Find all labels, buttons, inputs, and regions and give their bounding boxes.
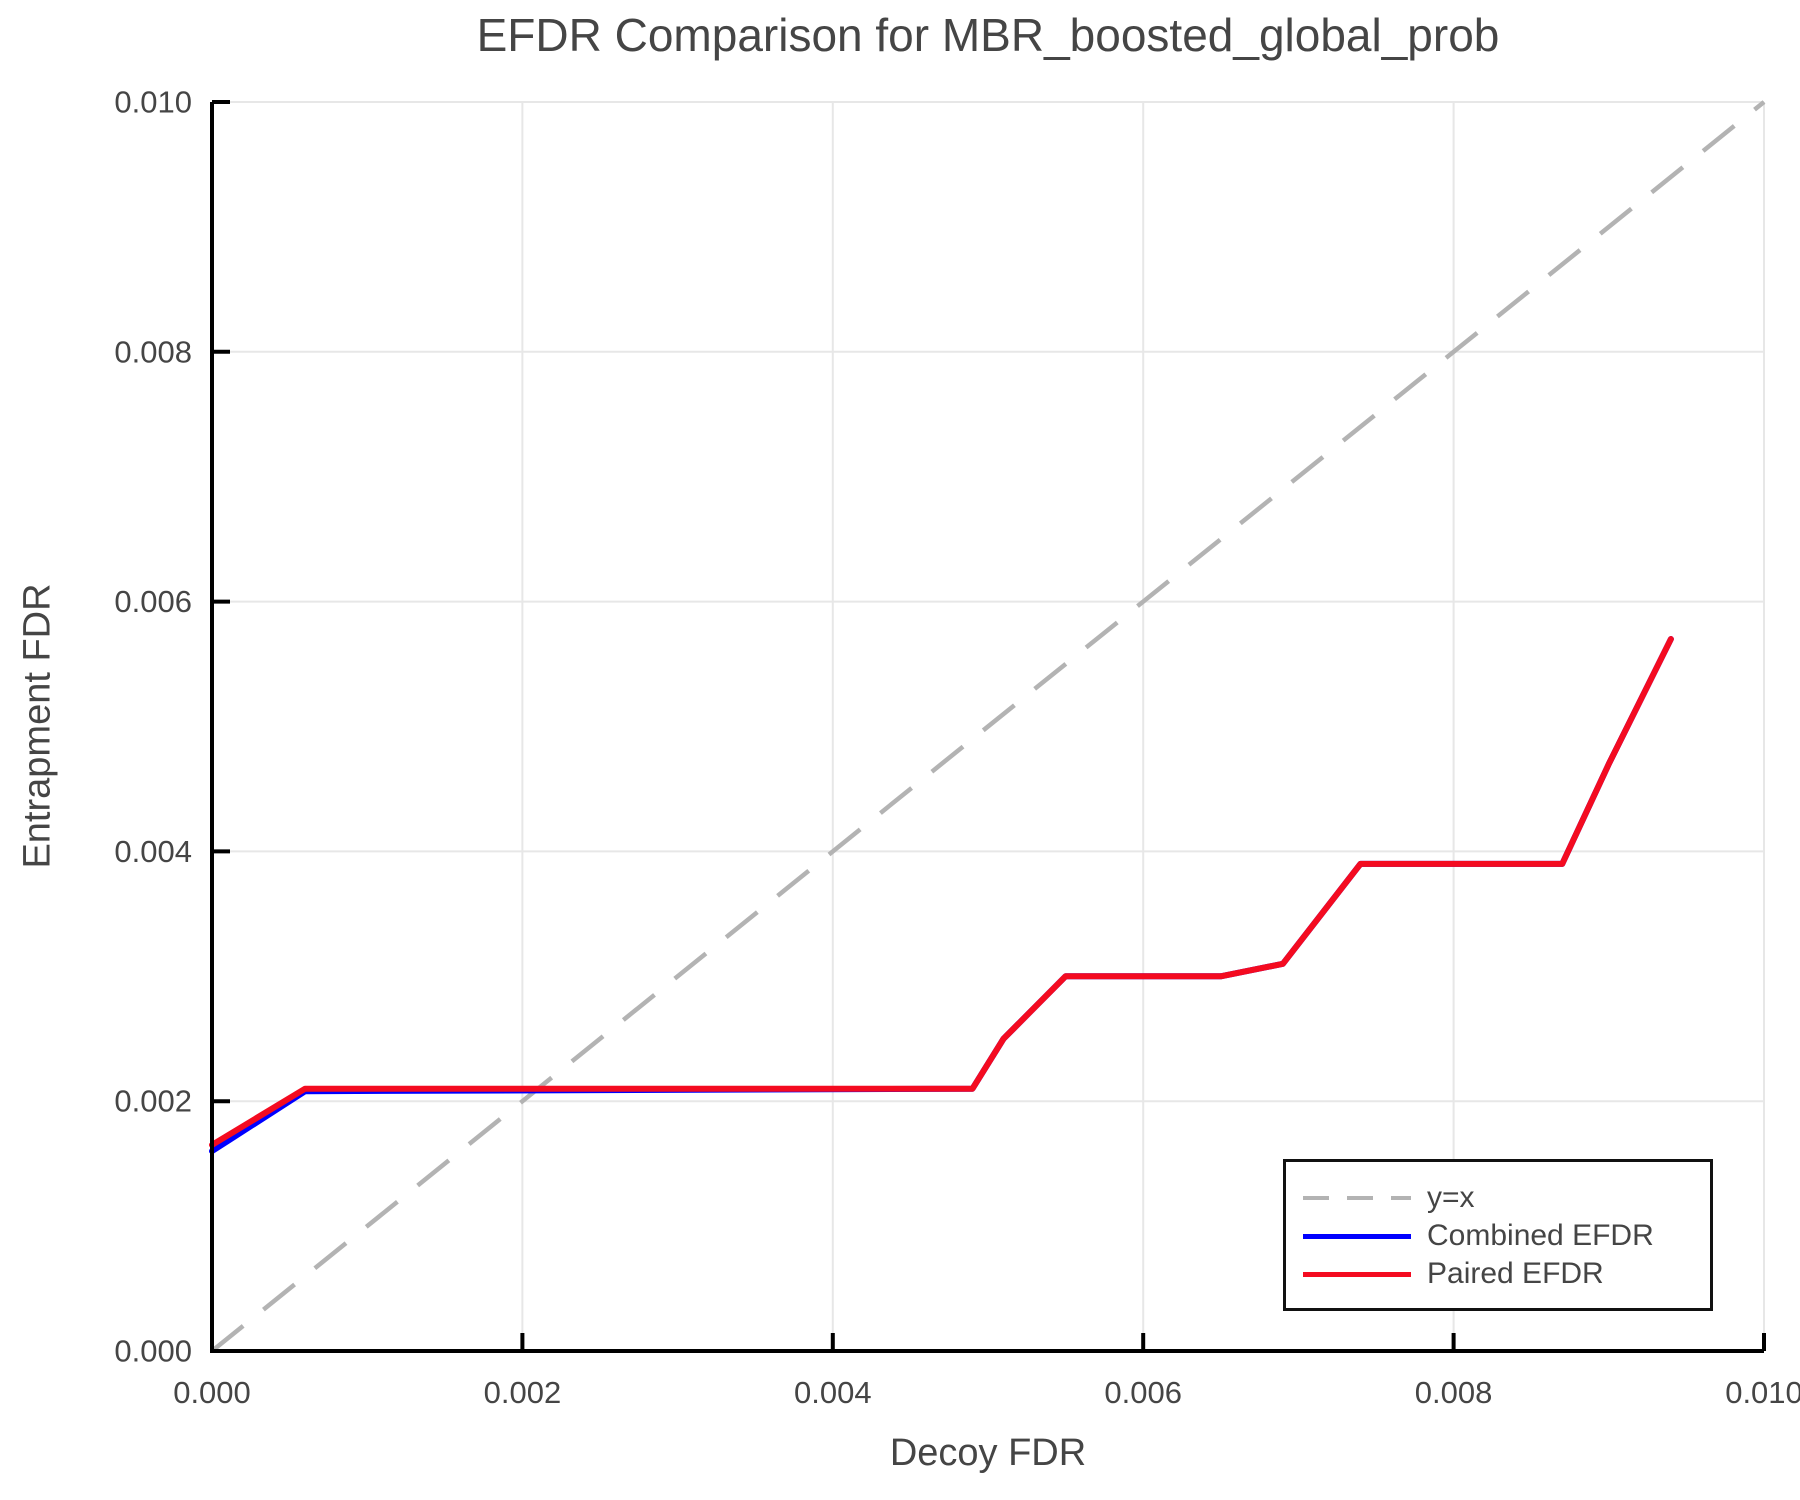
legend-item-paired-efdr: Paired EFDR bbox=[1303, 1255, 1710, 1293]
legend-item-yx: y=x bbox=[1303, 1179, 1710, 1217]
series-line-0 bbox=[210, 100, 1766, 1353]
chart-title: EFDR Comparison for MBR_boosted_global_p… bbox=[476, 9, 1500, 61]
legend: y=x Combined EFDR Paired EFDR bbox=[1283, 1159, 1713, 1311]
legend-label-paired-efdr: Paired EFDR bbox=[1427, 1257, 1604, 1290]
legend-swatch-paired-line bbox=[1303, 1271, 1411, 1277]
x-tick-label: 0.008 bbox=[1415, 1375, 1493, 1410]
y-tick-label: 0.004 bbox=[114, 834, 192, 869]
y-tick-label: 0.008 bbox=[114, 334, 192, 369]
series-line-1 bbox=[209, 636, 1674, 1155]
legend-label-combined-efdr: Combined EFDR bbox=[1427, 1219, 1654, 1252]
legend-item-combined-efdr: Combined EFDR bbox=[1303, 1217, 1710, 1255]
x-axis-label: Decoy FDR bbox=[889, 1432, 1087, 1474]
legend-swatch-combined-line bbox=[1303, 1233, 1411, 1239]
y-tick-label: 0.006 bbox=[114, 584, 192, 619]
y-tick-label: 0.010 bbox=[114, 85, 192, 120]
legend-swatch-dashed-line bbox=[1303, 1196, 1411, 1200]
x-tick-label: 0.000 bbox=[173, 1375, 251, 1410]
legend-label-yx: y=x bbox=[1427, 1181, 1475, 1214]
y-tick-label: 0.000 bbox=[114, 1334, 192, 1369]
x-tick-label: 0.010 bbox=[1725, 1375, 1800, 1410]
x-tick-label: 0.002 bbox=[484, 1375, 562, 1410]
y-tick-label: 0.002 bbox=[114, 1084, 192, 1119]
x-tick-label: 0.004 bbox=[794, 1375, 872, 1410]
series-line-2 bbox=[209, 636, 1674, 1148]
x-tick-label: 0.006 bbox=[1104, 1375, 1182, 1410]
